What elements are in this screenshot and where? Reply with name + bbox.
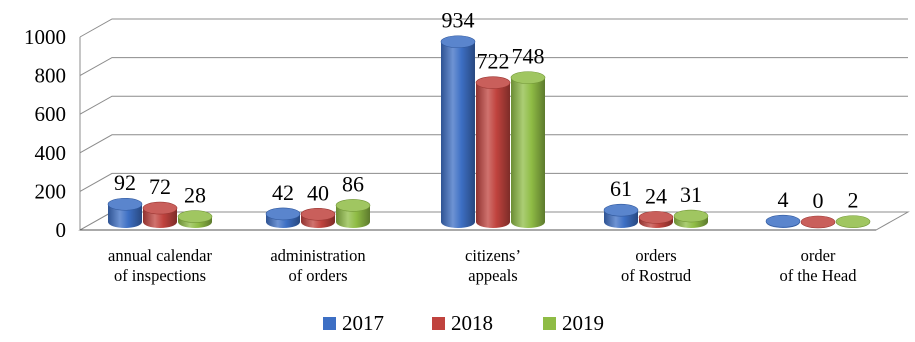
legend: 2017 2018 2019 bbox=[323, 311, 604, 335]
legend-swatch bbox=[323, 317, 336, 330]
gridline bbox=[79, 95, 908, 115]
data-label: 31 bbox=[680, 182, 702, 207]
data-label: 4 bbox=[778, 187, 789, 212]
data-label: 934 bbox=[442, 8, 475, 33]
legend-item-2018: 2018 bbox=[432, 311, 493, 335]
data-label: 722 bbox=[477, 49, 510, 74]
y-tick-label: 400 bbox=[35, 141, 67, 165]
data-label: 42 bbox=[272, 180, 294, 205]
y-tick-label: 1000 bbox=[24, 25, 66, 49]
bar-cap bbox=[765, 214, 801, 228]
y-tick-label: 0 bbox=[56, 218, 67, 242]
bar-cap bbox=[475, 76, 511, 89]
bar-cap bbox=[107, 197, 143, 211]
bar-2019 bbox=[673, 209, 709, 228]
bar-body bbox=[511, 77, 545, 228]
bar-cap bbox=[440, 35, 476, 49]
data-label: 28 bbox=[184, 183, 206, 208]
bar-2018 bbox=[142, 201, 178, 228]
bar-2017 bbox=[603, 203, 639, 228]
gridline bbox=[79, 134, 908, 154]
bar-cap bbox=[335, 199, 371, 212]
data-label: 61 bbox=[610, 176, 632, 201]
bar-cap bbox=[177, 210, 213, 223]
gridline bbox=[79, 172, 908, 192]
bar-cap bbox=[265, 207, 301, 221]
bar-2018 bbox=[300, 207, 336, 228]
category-label: administration of orders bbox=[270, 246, 365, 285]
bar-2017 bbox=[107, 197, 143, 228]
bar-cap bbox=[300, 207, 336, 221]
y-tick-label: 800 bbox=[35, 64, 67, 88]
legend-item-2017: 2017 bbox=[323, 311, 384, 335]
bar-2019 bbox=[335, 199, 371, 228]
gridline bbox=[79, 18, 908, 38]
data-label: 86 bbox=[342, 171, 364, 196]
bar-2019 bbox=[177, 210, 213, 228]
bar-2018 bbox=[800, 215, 836, 229]
bar-body bbox=[108, 204, 142, 228]
data-label: 24 bbox=[645, 183, 667, 208]
bar-cap bbox=[835, 215, 871, 228]
category-label: orders of Rostrud bbox=[621, 246, 692, 285]
y-axis: 0 200 400 600 800 1000 bbox=[24, 25, 66, 242]
bar-2018 bbox=[475, 76, 511, 229]
legend-label: 2019 bbox=[562, 311, 604, 335]
gridline bbox=[79, 57, 908, 77]
legend-label: 2017 bbox=[342, 311, 384, 335]
bar-cap bbox=[142, 201, 178, 215]
bar-cap bbox=[800, 215, 836, 229]
bar-body bbox=[476, 82, 510, 229]
data-label: 92 bbox=[114, 170, 136, 195]
bar-body bbox=[441, 41, 475, 228]
gridlines bbox=[78, 18, 910, 231]
data-label: 2 bbox=[848, 188, 859, 213]
bar-2018 bbox=[638, 211, 674, 228]
y-tick-label: 200 bbox=[35, 179, 67, 203]
bars bbox=[107, 35, 871, 229]
bar-body bbox=[336, 205, 370, 228]
bar-2017 bbox=[765, 214, 801, 228]
data-label: 748 bbox=[512, 44, 545, 69]
bar-2019 bbox=[835, 215, 871, 228]
legend-swatch bbox=[432, 317, 445, 330]
category-label: citizens’ appeals bbox=[465, 246, 521, 285]
data-label: 72 bbox=[149, 174, 171, 199]
bar-cap bbox=[673, 209, 709, 223]
bar-2017 bbox=[265, 207, 301, 228]
data-label: 0 bbox=[813, 188, 824, 213]
y-tick-label: 600 bbox=[35, 102, 67, 126]
bar-cap bbox=[603, 203, 639, 217]
data-label: 40 bbox=[307, 180, 329, 205]
category-label: annual calendar of inspections bbox=[108, 246, 212, 285]
bar-cap bbox=[510, 71, 546, 84]
bar-cap bbox=[638, 211, 674, 224]
category-labels: annual calendar of inspections administrat… bbox=[108, 246, 857, 285]
bar-2019 bbox=[510, 71, 546, 228]
legend-label: 2018 bbox=[451, 311, 493, 335]
legend-swatch bbox=[543, 317, 556, 330]
category-label: order of the Head bbox=[780, 246, 858, 285]
bar-2017 bbox=[440, 35, 476, 228]
legend-item-2019: 2019 bbox=[543, 311, 604, 335]
